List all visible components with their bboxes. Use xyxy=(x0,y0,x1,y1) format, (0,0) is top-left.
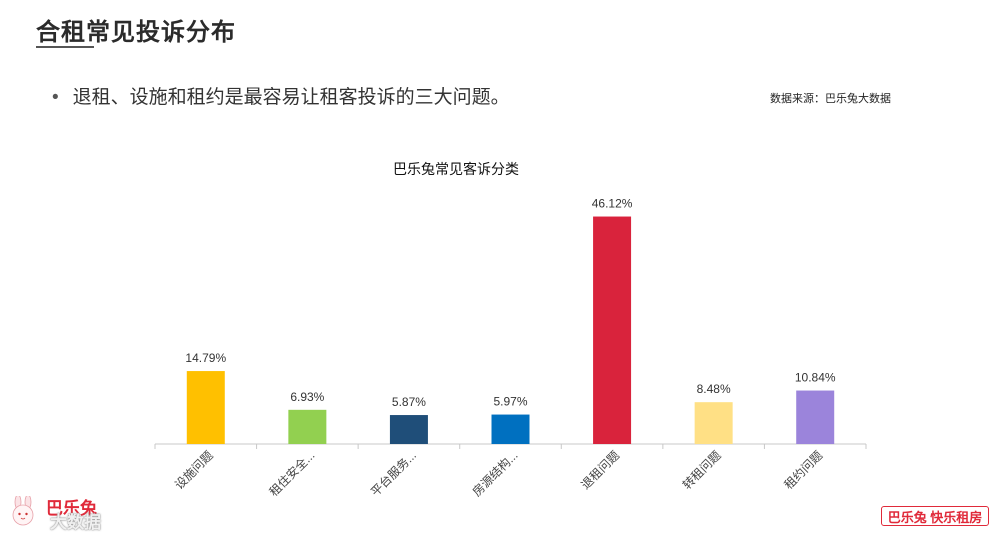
data-label: 5.97% xyxy=(493,395,527,409)
brand-subtitle: 大数据 xyxy=(50,513,101,532)
data-label: 8.48% xyxy=(697,382,731,396)
data-source: 数据来源：巴乐兔大数据 xyxy=(770,93,891,105)
bar-2 xyxy=(288,409,327,444)
bar-5 xyxy=(593,216,632,444)
data-label: 6.93% xyxy=(290,390,324,404)
bar-6 xyxy=(694,402,733,444)
bar-1 xyxy=(186,371,225,444)
bunny-mascot-icon xyxy=(12,496,34,526)
chart-title: 巴乐兔常见客诉分类 xyxy=(393,161,519,177)
title-underline xyxy=(36,46,94,48)
category-labels-group: 设施问题 租住安全... 平台服务... 房源结构... 退租问题 转租问题 租约问题 xyxy=(172,448,825,500)
page-title: 合租常见投诉分布 xyxy=(36,19,236,46)
category-label: 平台服务... xyxy=(367,448,419,500)
bar-3 xyxy=(389,415,428,444)
brand-logo-left: 巴乐兔 大数据 xyxy=(6,494,136,532)
bullet-dot-icon: • xyxy=(52,87,59,108)
tick-marks-group xyxy=(154,444,867,449)
category-label: 转租问题 xyxy=(679,448,724,493)
bar-4 xyxy=(491,414,530,444)
category-label: 设施问题 xyxy=(172,448,216,492)
data-label: 10.84% xyxy=(795,371,836,385)
category-label: 租约问题 xyxy=(781,448,826,493)
data-label: 46.12% xyxy=(592,197,633,211)
data-label: 5.87% xyxy=(392,395,426,409)
data-labels-group: 14.79% 6.93% 5.87% 5.97% 46.12% 8.48% 10.84% xyxy=(185,197,835,410)
brand-name: 巴乐兔 xyxy=(46,499,97,518)
category-label: 租住安全... xyxy=(266,448,318,500)
bars-group xyxy=(186,216,835,444)
data-label: 14.79% xyxy=(185,351,226,365)
category-label: 房源结构... xyxy=(469,448,521,500)
brand-logo-right: 巴乐兔 快乐租房 xyxy=(881,506,989,526)
category-label: 退租问题 xyxy=(578,448,622,492)
bullet-point: • 退租、设施和租约是最容易让租客投诉的三大问题。 xyxy=(52,82,510,109)
bar-7 xyxy=(796,390,835,444)
bullet-text: 退租、设施和租约是最容易让租客投诉的三大问题。 xyxy=(72,87,510,108)
